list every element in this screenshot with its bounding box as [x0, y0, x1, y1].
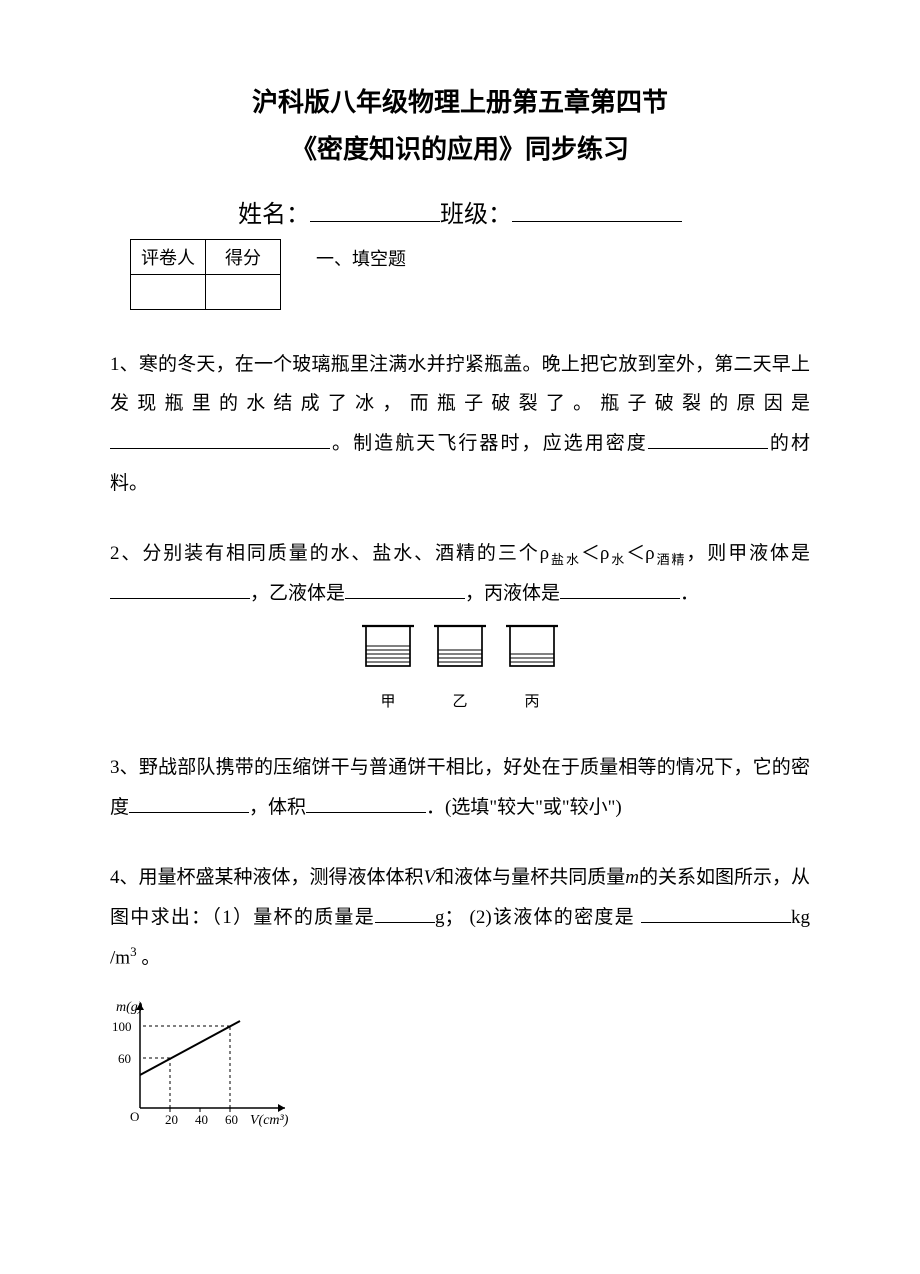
name-blank[interactable] — [310, 200, 440, 222]
beaker-2: 乙 — [434, 624, 486, 718]
q2-text-a: 2、分别装有相同质量的水、盐水、酒精的三个ρ — [110, 543, 549, 564]
svg-text:V(cm³): V(cm³) — [250, 1113, 289, 1128]
section-label: 一、填空题 — [316, 245, 406, 271]
q2-sub-3: 酒精 — [655, 552, 687, 567]
beaker-3-svg — [506, 624, 558, 670]
beaker-1: 甲 — [362, 624, 414, 718]
q4-text-b: 和液体与量杯共同质量 — [435, 867, 625, 888]
q4-m: m — [625, 867, 639, 888]
beaker-row: 甲 乙 丙 — [110, 624, 810, 718]
name-class-line: 姓名： 班级： — [110, 194, 810, 229]
svg-text:60: 60 — [225, 1112, 238, 1127]
q2-blank-1[interactable] — [110, 581, 250, 599]
question-4: 4、用量杯盛某种液体，测得液体体积V和液体与量杯共同质量m的关系如图所示，从图中… — [110, 858, 810, 1153]
q2-sub-2: 水 — [609, 552, 626, 567]
class-blank[interactable] — [512, 200, 682, 222]
q2-blank-3[interactable] — [560, 581, 680, 599]
q2-text-b: ，乙液体是 — [250, 583, 345, 604]
svg-text:20: 20 — [165, 1112, 178, 1127]
grader-cell-2[interactable] — [206, 274, 281, 309]
q4-v: V — [424, 867, 436, 888]
q4-blank-2[interactable] — [641, 905, 791, 923]
svg-text:m(g): m(g) — [116, 1000, 143, 1015]
beaker-2-label: 乙 — [434, 687, 486, 719]
q3-blank-1[interactable] — [129, 795, 249, 813]
q2-lt-2: ＜ρ — [626, 543, 654, 564]
beaker-1-label: 甲 — [362, 687, 414, 719]
name-label: 姓名： — [238, 202, 310, 228]
q1-text-b: 。制造航天飞行器时，应选用密度 — [330, 433, 648, 454]
question-1: 1、寒的冬天，在一个玻璃瓶里注满水并拧紧瓶盖。晚上把它放到室外，第二天早上发现瓶… — [110, 345, 810, 505]
title-line-1: 沪科版八年级物理上册第五章第四节 — [110, 80, 810, 127]
graph-svg: 20 40 60 60 100 m(g) V(cm³) O — [110, 993, 300, 1138]
grader-table: 评卷人 得分 — [130, 239, 281, 310]
q4-blank-1[interactable] — [375, 905, 435, 923]
question-2: 2、分别装有相同质量的水、盐水、酒精的三个ρ盐水＜ρ水＜ρ酒精，则甲液体是 ，乙… — [110, 534, 810, 718]
header-row: 评卷人 得分 一、填空题 — [110, 239, 810, 310]
q1-blank-2[interactable] — [648, 431, 768, 449]
q1-text-a: 1、寒的冬天，在一个玻璃瓶里注满水并拧紧瓶盖。晚上把它放到室外，第二天早上发现瓶… — [110, 354, 810, 415]
q2-blank-2[interactable] — [345, 581, 465, 599]
title-block: 沪科版八年级物理上册第五章第四节 《密度知识的应用》同步练习 — [110, 80, 810, 174]
grader-header-2: 得分 — [206, 239, 281, 274]
graph-wrap: 20 40 60 60 100 m(g) V(cm³) O — [110, 993, 810, 1153]
beaker-1-svg — [362, 624, 414, 670]
question-3: 3、野战部队携带的压缩饼干与普通饼干相比，好处在于质量相等的情况下，它的密度，体… — [110, 748, 810, 828]
grader-cell-1[interactable] — [131, 274, 206, 309]
q2-sub-1: 盐水 — [549, 552, 581, 567]
q3-text-c: ．(选填"较大"或"较小") — [426, 797, 622, 818]
title-line-2: 《密度知识的应用》同步练习 — [110, 127, 810, 174]
grader-header-1: 评卷人 — [131, 239, 206, 274]
q3-blank-2[interactable] — [306, 795, 426, 813]
q2-text-c: ，丙液体是 — [465, 583, 560, 604]
q2-lt-1: ＜ρ — [581, 543, 609, 564]
svg-text:O: O — [130, 1109, 139, 1124]
beaker-3: 丙 — [506, 624, 558, 718]
svg-text:60: 60 — [118, 1051, 131, 1066]
class-label: 班级： — [440, 202, 512, 228]
svg-text:100: 100 — [112, 1019, 132, 1034]
q3-text-b: ，体积 — [249, 797, 306, 818]
q4-period: 。 — [137, 947, 161, 968]
q1-blank-1[interactable] — [110, 431, 330, 449]
q4-unit1: g； (2)该液体的密度是 — [435, 907, 635, 928]
q2-after: ，则甲液体是 — [686, 543, 810, 564]
beaker-2-svg — [434, 624, 486, 670]
svg-text:40: 40 — [195, 1112, 208, 1127]
q2-period: ． — [680, 583, 699, 604]
q4-text-a: 4、用量杯盛某种液体，测得液体体积 — [110, 867, 424, 888]
beaker-3-label: 丙 — [506, 687, 558, 719]
